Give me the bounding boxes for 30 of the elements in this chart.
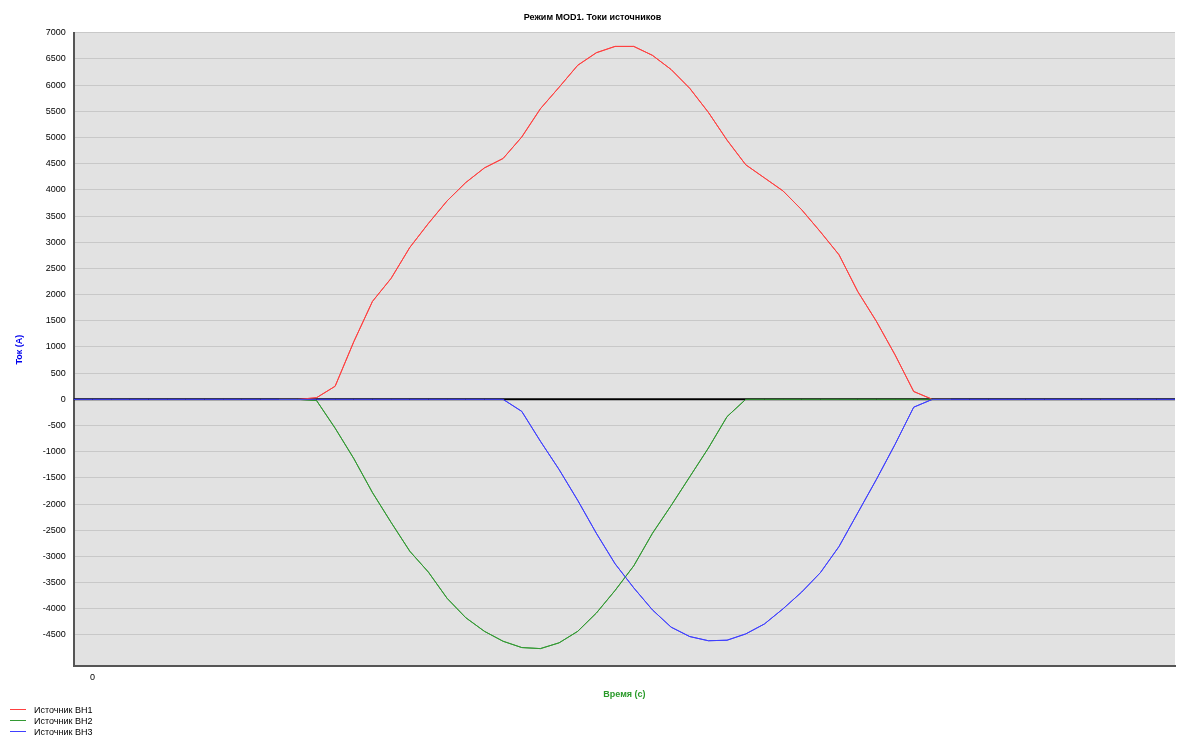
y-tick-label: 3500: [45, 210, 66, 221]
y-tick-label: -2000: [42, 498, 66, 509]
y-tick-label: 6000: [45, 79, 66, 90]
y-tick-label: -4000: [42, 603, 66, 614]
y-tick-label: 5000: [45, 132, 66, 143]
y-tick-label: -3000: [42, 550, 66, 561]
legend-label: Источник ВН2: [34, 715, 93, 726]
y-tick-label: 1000: [45, 341, 66, 352]
y-tick-label: 500: [50, 367, 66, 378]
y-tick-label: -500: [47, 420, 66, 431]
y-tick-label: -3500: [42, 577, 66, 588]
y-tick-label: 0: [60, 393, 66, 404]
x-axis-title: Время (с): [603, 689, 646, 700]
y-tick-label: 7000: [45, 27, 66, 38]
y-tick-label: 2000: [45, 289, 66, 300]
y-tick-label: -2500: [42, 524, 66, 535]
y-tick-label: 6500: [45, 53, 66, 64]
y-tick-label: 3000: [45, 236, 66, 247]
chart-title: Режим MOD1. Токи источников: [523, 11, 662, 22]
y-tick-label: 1500: [45, 315, 66, 326]
y-tick-label: -1500: [42, 472, 66, 483]
y-tick-label: 5500: [45, 105, 66, 116]
legend-label: Источник ВН1: [34, 704, 93, 715]
y-tick-label: 2500: [45, 262, 66, 273]
y-tick-label: -1000: [42, 446, 66, 457]
y-axis-title: Ток (А): [13, 334, 24, 365]
y-tick-label: 4000: [45, 184, 66, 195]
legend-label: Источник ВН3: [34, 726, 93, 736]
y-tick-label: -4500: [42, 629, 66, 640]
y-tick-label: 4500: [45, 158, 66, 169]
